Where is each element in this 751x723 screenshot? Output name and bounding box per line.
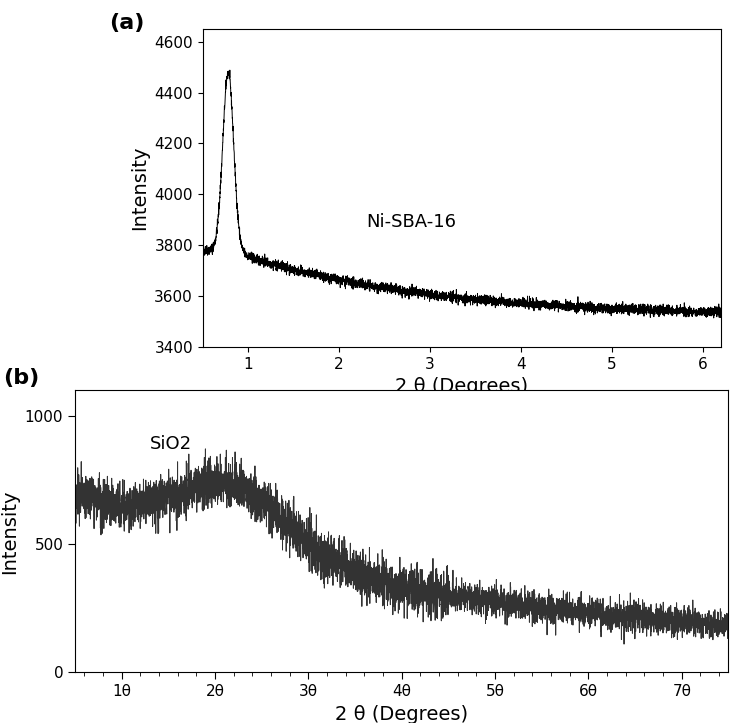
Text: SiO2: SiO2 [149, 435, 192, 453]
Text: (a): (a) [110, 13, 145, 33]
Y-axis label: Intensity: Intensity [0, 489, 20, 573]
Text: (b): (b) [3, 368, 40, 388]
Y-axis label: Intensity: Intensity [130, 146, 149, 230]
Text: Ni-SBA-16: Ni-SBA-16 [366, 213, 457, 231]
X-axis label: 2 θ (Degrees): 2 θ (Degrees) [395, 377, 529, 396]
X-axis label: 2 θ (Degrees): 2 θ (Degrees) [335, 705, 469, 723]
